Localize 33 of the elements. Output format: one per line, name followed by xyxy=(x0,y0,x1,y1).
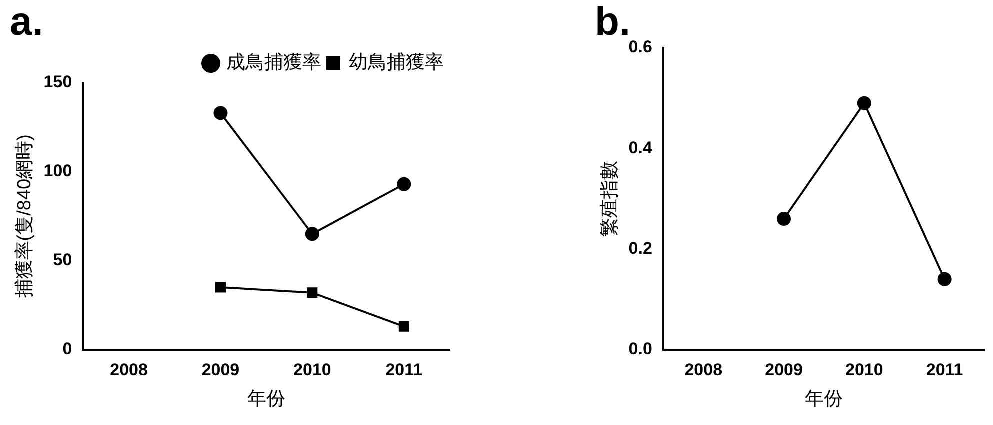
x-tick-label: 2009 xyxy=(765,360,803,380)
legend-label: 幼鳥捕獲率 xyxy=(349,52,444,74)
y-axis-title: 捕獲率(隻/840網時) xyxy=(14,134,36,298)
x-tick-label: 2009 xyxy=(202,360,240,380)
point xyxy=(214,106,228,120)
x-tick-label: 2008 xyxy=(110,360,148,380)
y-tick-label: 150 xyxy=(44,72,72,92)
x-axis-title: 年份 xyxy=(248,388,286,410)
x-tick-label: 2011 xyxy=(926,360,964,380)
y-tick-label: 0.4 xyxy=(628,138,653,158)
y-tick-label: 50 xyxy=(53,250,72,270)
y-tick-label: 100 xyxy=(44,162,72,181)
legend-label: 成鳥捕獲率 xyxy=(226,52,322,74)
point xyxy=(215,282,226,293)
chart-title: a. xyxy=(10,0,44,44)
point xyxy=(305,227,320,242)
y-axis-title: 繁殖指數 xyxy=(600,160,621,237)
point xyxy=(777,212,792,226)
x-axis-title: 年份 xyxy=(805,388,844,410)
point xyxy=(397,177,412,192)
chart-title: b. xyxy=(595,0,631,44)
point xyxy=(307,288,318,298)
y-tick-label: 0.0 xyxy=(628,339,652,358)
point xyxy=(857,96,872,110)
y-tick-label: 0.6 xyxy=(628,38,652,57)
x-tick-label: 2008 xyxy=(684,360,723,380)
y-tick-label: 0 xyxy=(62,339,72,358)
y-tick-label: 0.2 xyxy=(628,238,652,258)
point xyxy=(398,321,410,332)
x-tick-label: 2010 xyxy=(294,360,332,380)
x-tick-label: 2011 xyxy=(386,360,423,380)
point xyxy=(938,272,952,286)
x-tick-label: 2010 xyxy=(846,360,884,380)
